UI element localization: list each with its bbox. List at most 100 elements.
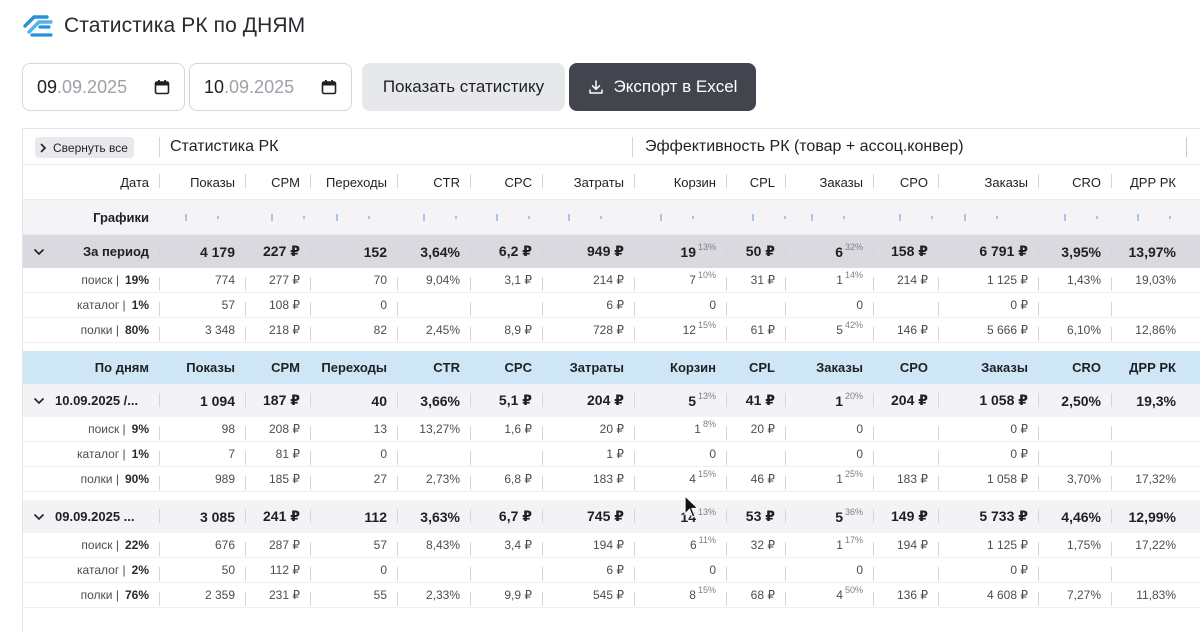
sparkline-bar[interactable]	[1169, 215, 1171, 219]
by-days-column-header[interactable]: Переходы	[321, 360, 387, 375]
date-to-input[interactable]: 10.09.2025	[189, 63, 352, 111]
sparkline-bar[interactable]	[660, 213, 662, 221]
day-date-label[interactable]: 10.09.2025 /...	[55, 393, 139, 408]
column-separator	[310, 277, 311, 291]
column-separator	[1111, 426, 1112, 440]
column-separator	[310, 451, 311, 465]
sparkline-bar[interactable]	[271, 213, 273, 221]
sparkline-bar[interactable]	[568, 213, 570, 221]
sparkline-bar[interactable]	[455, 215, 457, 219]
calendar-icon[interactable]	[321, 79, 337, 95]
sparkline-bar[interactable]	[692, 215, 694, 219]
column-header-3[interactable]: Переходы	[326, 174, 387, 190]
column-header-13[interactable]: ДРР РК	[1129, 174, 1176, 190]
by-days-column-header[interactable]: Корзин	[670, 360, 716, 375]
chevron-down-icon[interactable]	[33, 500, 45, 533]
sparkline-bar[interactable]	[1064, 213, 1066, 221]
breakdown-cell-value: 12	[682, 323, 696, 337]
sparkline-bar[interactable]	[600, 215, 602, 219]
sparkline-bar[interactable]	[752, 213, 754, 221]
column-separator	[159, 476, 160, 490]
column-separator	[470, 509, 471, 523]
breakdown-cell: 218 ₽	[245, 318, 310, 342]
sparkline-bar[interactable]	[423, 213, 425, 221]
by-days-column-header[interactable]: Заказы	[816, 360, 863, 375]
breakdown-cell-value: 9,9 ₽	[504, 588, 532, 602]
column-header-12[interactable]: CRO	[1072, 174, 1101, 190]
sparkline-bar[interactable]	[1096, 215, 1098, 219]
day-date-label[interactable]: 09.09.2025 ...	[55, 509, 135, 524]
breakdown-cell-value: 20 ₽	[750, 422, 775, 436]
breakdown-cell-value: 2,73%	[425, 472, 460, 486]
date-from-input[interactable]: 09.09.2025	[22, 63, 185, 111]
sparkline-bar[interactable]	[843, 215, 845, 219]
by-days-column-header[interactable]: CTR	[433, 360, 460, 375]
by-days-column-header[interactable]: CPM	[271, 360, 300, 375]
day-cell-value: 40	[371, 392, 387, 409]
by-days-column-header[interactable]: CPL	[749, 360, 775, 375]
column-separator	[1111, 567, 1112, 581]
by-days-column-header[interactable]: CPC	[504, 360, 532, 375]
breakdown-cell: 6,8 ₽	[470, 467, 542, 491]
by-days-column-header[interactable]: Показы	[186, 360, 235, 375]
export-excel-button[interactable]: Экспорт в Excel	[569, 63, 756, 111]
by-days-column-header[interactable]: CPO	[899, 360, 928, 375]
column-group-header: Свернуть все Статистика РК Эффективность Р…	[23, 129, 1200, 165]
column-header-1[interactable]: Показы	[190, 174, 235, 190]
collapse-all-button[interactable]: Свернуть все	[35, 137, 134, 158]
sparkline-bar[interactable]	[964, 213, 966, 221]
sparkline-bar[interactable]	[368, 215, 370, 219]
by-days-column-header[interactable]: ДРР РК	[1129, 360, 1176, 375]
sparkline-bar[interactable]	[303, 215, 305, 219]
breakdown-cell	[470, 293, 542, 317]
breakdown-cell-value: 27	[373, 472, 387, 486]
by-days-column-header[interactable]: CRO	[1072, 360, 1101, 375]
breakdown-cell: 774	[159, 268, 245, 292]
sparkline-bar[interactable]	[811, 213, 813, 221]
column-header-5[interactable]: CPC	[504, 174, 532, 190]
show-stats-button[interactable]: Показать статистику	[362, 63, 565, 111]
column-header-10[interactable]: CPO	[899, 174, 928, 190]
sparkline-bar[interactable]	[185, 213, 187, 221]
column-separator	[470, 174, 471, 188]
column-separator	[159, 393, 160, 407]
sparkline-bar[interactable]	[784, 215, 786, 219]
column-separator	[1111, 542, 1112, 556]
period-cell-value: 6,2 ₽	[498, 243, 532, 259]
column-header-6[interactable]: Затраты	[573, 174, 624, 190]
chevron-down-icon[interactable]	[33, 235, 45, 268]
breakdown-cell: 108 ₽	[245, 293, 310, 317]
breakdown-cell-value: 68 ₽	[750, 588, 775, 602]
column-header-4[interactable]: CTR	[433, 174, 460, 190]
column-header-8[interactable]: CPL	[749, 174, 775, 190]
sparkline-bar[interactable]	[217, 215, 219, 219]
sparkline-bar[interactable]	[496, 213, 498, 221]
breakdown-row: каталог | 1% 7 81 ₽ 0 1 ₽ 0 0 0 ₽	[23, 442, 1200, 467]
breakdown-cell-value: 20 ₽	[599, 422, 624, 436]
column-separator	[726, 542, 727, 556]
column-header-7[interactable]: Корзин	[673, 174, 716, 190]
column-header-2[interactable]: CPM	[271, 174, 300, 190]
column-separator	[542, 174, 543, 188]
period-cell: 6,2 ₽	[470, 235, 542, 268]
calendar-icon[interactable]	[154, 79, 170, 95]
breakdown-cell: 17,22%	[1111, 533, 1186, 557]
date-from-rest: .09.2025	[57, 76, 128, 97]
sparkline-bar[interactable]	[336, 213, 338, 221]
date-from-day: 09	[37, 76, 58, 97]
column-separator	[542, 244, 543, 258]
by-days-column-header[interactable]: Затраты	[569, 360, 624, 375]
breakdown-cell-value: 0 ₽	[1010, 422, 1028, 436]
column-separator	[159, 567, 160, 581]
sparkline-bar[interactable]	[931, 215, 933, 219]
sparkline-bar[interactable]	[528, 215, 530, 219]
chevron-down-icon[interactable]	[33, 384, 45, 417]
sparkline-bar[interactable]	[996, 215, 998, 219]
column-header-0[interactable]: Дата	[120, 174, 149, 190]
column-header-9[interactable]: Заказы	[819, 174, 863, 190]
column-separator	[634, 451, 635, 465]
sparkline-bar[interactable]	[1137, 213, 1139, 221]
sparkline-bar[interactable]	[899, 213, 901, 221]
by-days-column-header[interactable]: Заказы	[981, 360, 1028, 375]
column-header-11[interactable]: Заказы	[984, 174, 1028, 190]
